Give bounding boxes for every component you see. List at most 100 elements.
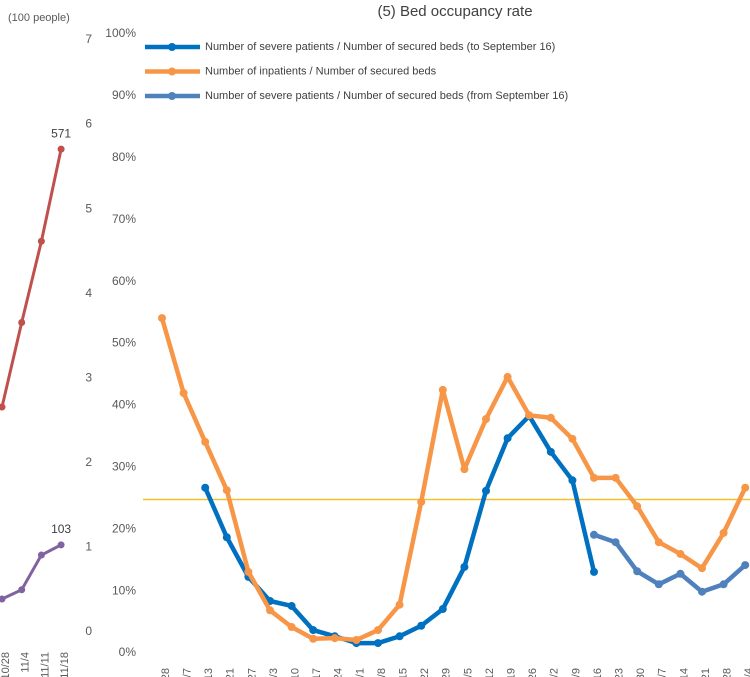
y-tick-label: 30% <box>112 459 136 473</box>
y-tick-label: 90% <box>112 88 136 102</box>
point <box>633 567 642 576</box>
x-tick-label: 10 <box>290 668 302 677</box>
point <box>18 586 26 594</box>
point <box>395 600 404 609</box>
x-tick-label: 11/11 <box>39 652 51 677</box>
point <box>698 564 706 573</box>
x-tick-label: /7 <box>182 668 194 677</box>
point <box>460 465 469 474</box>
legend-label: Number of severe patients / Number of se… <box>205 90 568 102</box>
point <box>222 486 231 495</box>
x-tick-label: 28 <box>160 668 172 677</box>
point <box>503 434 512 443</box>
point <box>698 587 706 596</box>
point <box>611 538 620 547</box>
point <box>0 595 6 603</box>
x-tick-label: 13 <box>203 668 215 677</box>
point <box>633 502 642 511</box>
point <box>503 372 512 381</box>
y-tick-label: 5 <box>85 201 92 215</box>
point <box>352 636 361 645</box>
point <box>374 639 382 648</box>
data-label: 103 <box>51 522 71 536</box>
x-tick-label: 30 <box>635 668 647 677</box>
legend-label: Number of inpatients / Number of secured… <box>205 65 437 77</box>
y-tick-label: 40% <box>112 398 136 412</box>
x-tick-label: /2 <box>549 668 561 677</box>
point <box>309 626 318 635</box>
x-tick-label: /8 <box>376 668 388 677</box>
point <box>417 621 426 630</box>
point <box>525 411 534 420</box>
series-line <box>1 543 62 601</box>
x-tick-label: /7 <box>657 668 669 677</box>
x-tick-label: 21 <box>700 668 712 677</box>
point <box>201 437 210 446</box>
point <box>568 434 577 443</box>
x-tick-label: /4 <box>743 668 750 677</box>
x-tick-label: 10/28 <box>0 652 12 677</box>
point <box>374 626 382 635</box>
legend-bg <box>143 85 653 107</box>
point <box>719 580 728 589</box>
point <box>438 605 447 614</box>
point <box>741 483 750 492</box>
y-tick-label: 6 <box>85 117 92 131</box>
series-line <box>0 148 63 408</box>
y-tick-label: 7 <box>85 32 92 46</box>
point <box>676 569 685 578</box>
x-tick-label: 19 <box>506 668 518 677</box>
point <box>676 549 685 558</box>
point <box>546 413 555 422</box>
chart-title: (5) Bed occupancy rate <box>377 3 532 20</box>
point <box>590 567 598 576</box>
x-tick-label: 27 <box>246 668 258 677</box>
y-tick-label: 20% <box>112 521 136 535</box>
x-tick-label: 17 <box>311 668 323 677</box>
point <box>57 541 65 549</box>
point <box>654 538 663 547</box>
point <box>590 473 598 482</box>
x-tick-label: 24 <box>333 668 345 677</box>
data-label: 571 <box>51 126 71 140</box>
series-line <box>203 413 597 646</box>
point <box>417 497 426 506</box>
legend-marker <box>168 43 176 51</box>
point <box>438 385 447 394</box>
x-tick-label: 16 <box>592 668 604 677</box>
x-tick-label: 26 <box>527 668 539 677</box>
point <box>0 403 6 411</box>
y-tick-label: 80% <box>112 150 136 164</box>
point <box>654 580 663 589</box>
point <box>330 634 339 643</box>
x-tick-label: 14 <box>678 668 690 677</box>
point <box>158 314 166 323</box>
point <box>611 473 620 482</box>
point <box>222 533 231 542</box>
x-tick-label: /5 <box>462 668 474 677</box>
point <box>482 415 490 424</box>
point <box>18 318 26 326</box>
point <box>741 561 750 570</box>
point <box>57 145 65 153</box>
y-tick-label: 2 <box>85 455 92 469</box>
point <box>266 606 274 615</box>
x-tick-label: 23 <box>614 668 626 677</box>
point <box>244 567 253 576</box>
x-tick-label: 29 <box>441 668 453 677</box>
point <box>482 486 490 495</box>
legend-bg <box>143 36 653 58</box>
point <box>309 634 318 643</box>
y-tick-label: 60% <box>112 274 136 288</box>
point <box>590 530 598 539</box>
x-tick-label: 21 <box>225 668 237 677</box>
x-tick-label: /3 <box>268 668 280 677</box>
point <box>179 389 188 398</box>
point <box>546 447 555 456</box>
point <box>201 483 210 492</box>
x-tick-label: 22 <box>419 668 431 677</box>
y-tick-label: 0% <box>119 645 137 659</box>
point <box>460 562 469 571</box>
legend-label: Number of severe patients / Number of se… <box>205 41 555 53</box>
